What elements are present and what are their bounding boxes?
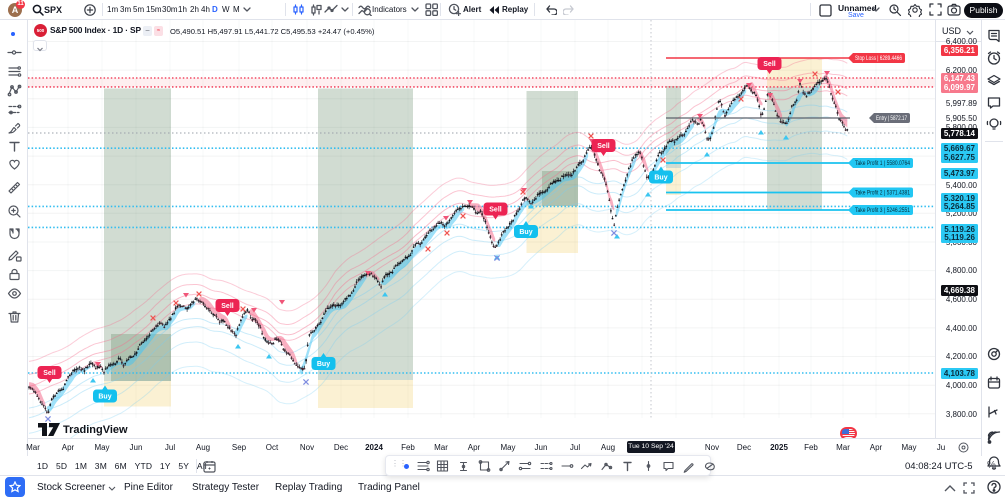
svg-text:Entry | 5872.17: Entry | 5872.17 [876, 115, 907, 122]
svg-text:Buy: Buy [98, 394, 111, 401]
svg-text:Stop Loss | 6289.4466: Stop Loss | 6289.4466 [855, 55, 902, 62]
svg-text:Sell: Sell [489, 207, 502, 214]
svg-text:Take Profit 3 | 5246.2551: Take Profit 3 | 5246.2551 [855, 207, 910, 214]
svg-text:Take Profit 2 | 5371.4381: Take Profit 2 | 5371.4381 [855, 190, 910, 197]
svg-text:TradingView: TradingView [63, 424, 128, 436]
svg-text:Buy: Buy [317, 361, 330, 368]
svg-text:Sell: Sell [763, 61, 776, 68]
svg-text:Buy: Buy [519, 229, 532, 236]
svg-text:Sell: Sell [221, 303, 234, 310]
svg-text:Buy: Buy [654, 175, 667, 182]
svg-text:Sell: Sell [597, 143, 610, 150]
svg-text:Take Profit 1 | 5580.0764: Take Profit 1 | 5580.0764 [855, 160, 910, 167]
svg-text:Sell: Sell [43, 370, 56, 377]
